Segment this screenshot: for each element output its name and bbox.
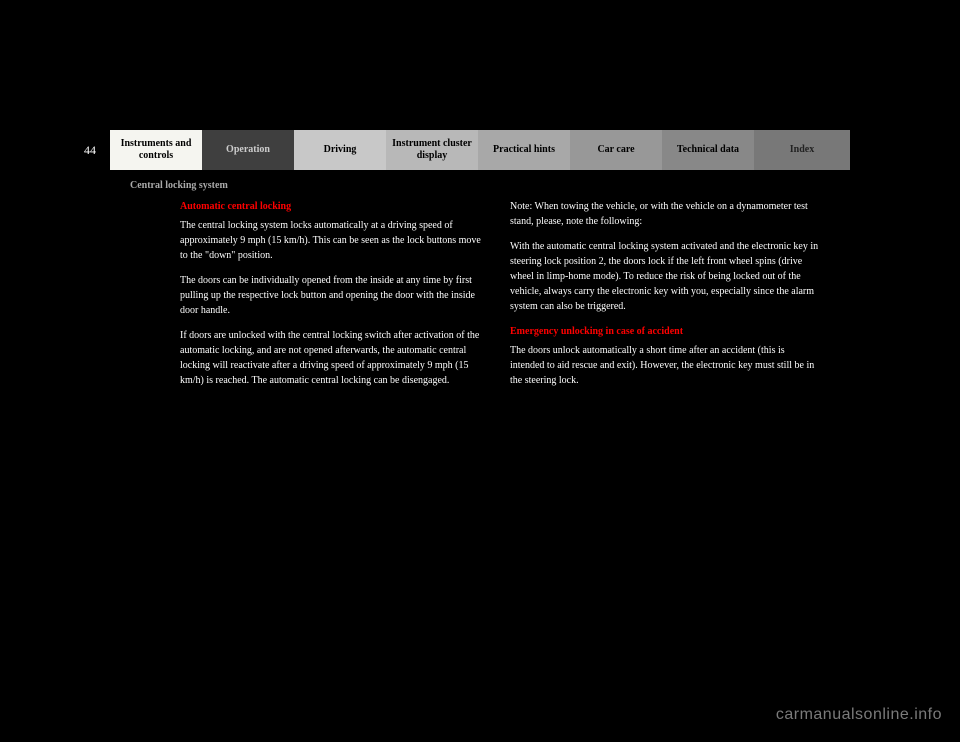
tab-operation[interactable]: Operation [202,130,294,170]
tab-bar: Instruments and controls Operation Drivi… [110,130,850,170]
right-paragraph-2: With the automatic central locking syste… [510,239,820,314]
page-container: 44 Instruments and controls Operation Dr… [110,130,850,398]
right-column: Note: When towing the vehicle, or with t… [510,199,840,398]
page-number: 44 [70,130,110,170]
left-column: Automatic central locking The central lo… [180,199,510,398]
content-area: Automatic central locking The central lo… [180,199,840,398]
right-paragraph-3: The doors unlock automatically a short t… [510,343,820,388]
right-paragraph-1: Note: When towing the vehicle, or with t… [510,199,820,229]
heading-automatic-central-locking: Automatic central locking [180,199,490,214]
tab-driving[interactable]: Driving [294,130,386,170]
note-label: Note: [510,201,532,212]
watermark: carmanualsonline.info [776,706,942,724]
tab-instrument-cluster-display[interactable]: Instrument cluster display [386,130,478,170]
tab-car-care[interactable]: Car care [570,130,662,170]
tab-index[interactable]: Index [754,130,850,170]
section-label: Central locking system [130,180,850,191]
tab-instruments-and-controls[interactable]: Instruments and controls [110,130,202,170]
heading-emergency-unlocking: Emergency unlocking in case of accident [510,324,820,339]
left-paragraph-3: If doors are unlocked with the central l… [180,328,490,388]
tab-technical-data[interactable]: Technical data [662,130,754,170]
left-paragraph-2: The doors can be individually opened fro… [180,273,490,318]
left-paragraph-1: The central locking system locks automat… [180,218,490,263]
right-paragraph-1-text: When towing the vehicle, or with the veh… [510,201,808,227]
tab-practical-hints[interactable]: Practical hints [478,130,570,170]
